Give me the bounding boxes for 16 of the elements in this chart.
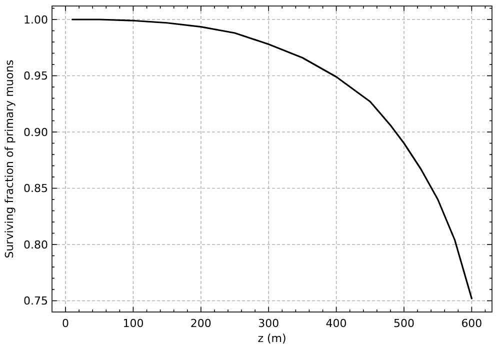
x-tick-label: 300: [258, 317, 280, 330]
x-tick-label: 500: [394, 317, 414, 330]
y-axis-title: Surviving fraction of primary muons: [3, 59, 16, 258]
y-tick-label: 1.00: [24, 13, 48, 26]
x-tick-label: 200: [190, 317, 212, 330]
y-tick-label: 0.75: [24, 294, 48, 308]
y-tick-label: 0.80: [24, 238, 48, 252]
x-tick-label: 600: [461, 317, 482, 330]
y-tick-label: 0.90: [24, 126, 48, 139]
x-tick-label: 100: [122, 317, 144, 330]
line-series: [72, 18, 472, 300]
x-axis-title: z (m): [258, 332, 286, 345]
y-tick-label: 0.85: [24, 182, 48, 196]
x-tick-label: 0: [62, 317, 70, 330]
x-tick-label: 400: [326, 317, 347, 330]
y-tick-label: 0.95: [24, 70, 48, 83]
